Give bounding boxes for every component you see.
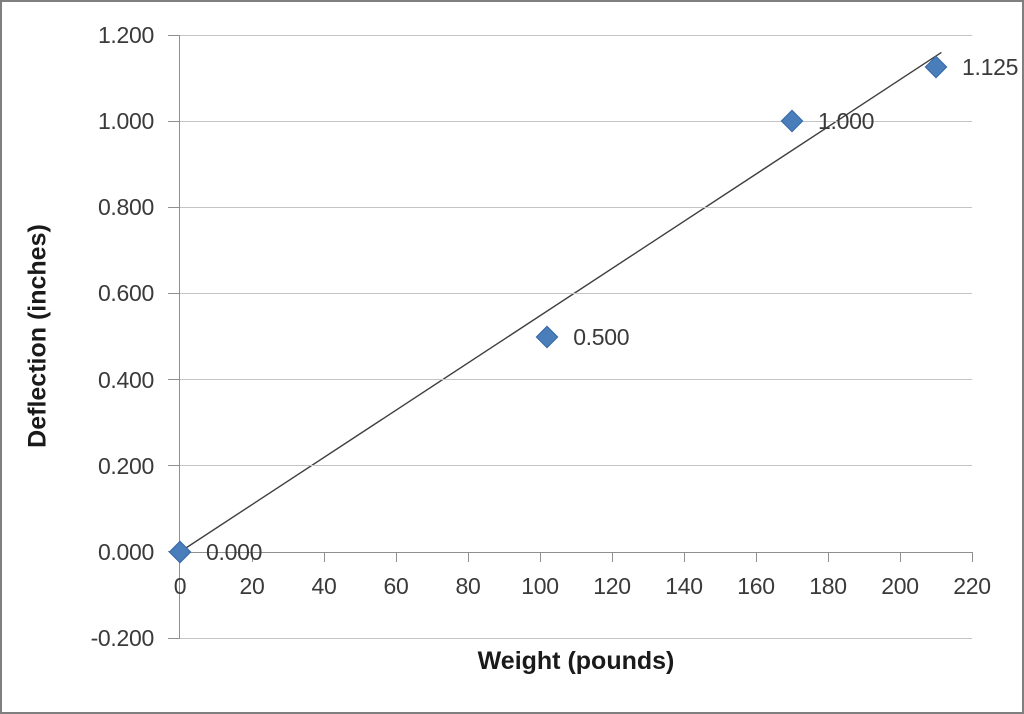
y-axis-tick xyxy=(168,465,180,467)
x-tick-label: 0 xyxy=(173,573,187,599)
x-tick-label: 200 xyxy=(881,573,919,599)
x-tick-label: 60 xyxy=(383,573,409,599)
data-point-label: 1.000 xyxy=(818,108,875,135)
y-tick-label: -0.200 xyxy=(90,625,155,651)
data-point-label: 0.000 xyxy=(206,538,263,565)
y-axis-tick xyxy=(168,34,180,36)
x-tick-label: 40 xyxy=(311,573,337,599)
y-axis-tick xyxy=(168,120,180,122)
x-tick-label: 220 xyxy=(953,573,991,599)
y-axis-line xyxy=(179,35,180,639)
x-tick-label: 140 xyxy=(665,573,703,599)
y-axis-tick xyxy=(168,637,180,639)
data-point-label: 1.125 xyxy=(962,54,1019,81)
y-tick-label: 0.000 xyxy=(97,538,154,565)
y-axis-tick xyxy=(168,206,180,208)
data-point-label: 0.500 xyxy=(573,323,630,350)
y-gridline xyxy=(180,637,972,639)
x-tick-label: 100 xyxy=(521,573,559,599)
x-axis-tick xyxy=(683,552,685,562)
x-axis-tick xyxy=(251,552,253,562)
y-gridline xyxy=(180,465,972,467)
y-tick-label: 1.000 xyxy=(97,108,154,135)
x-axis-tick xyxy=(323,552,325,562)
x-axis-tick xyxy=(395,552,397,562)
y-axis-tick xyxy=(168,379,180,381)
x-axis-tick xyxy=(539,552,541,562)
y-gridline xyxy=(180,120,972,122)
x-tick-label: 80 xyxy=(455,573,481,599)
y-tick-label: 0.800 xyxy=(97,194,154,221)
y-gridline xyxy=(180,206,972,208)
x-axis-tick xyxy=(827,552,829,562)
y-tick-label: 0.600 xyxy=(97,280,154,307)
x-axis-tick xyxy=(755,552,757,562)
x-tick-label: 120 xyxy=(593,573,631,599)
x-tick-label: 160 xyxy=(737,573,775,599)
y-axis-title: Deflection (inches) xyxy=(23,224,52,448)
y-tick-label: 1.200 xyxy=(97,22,154,48)
x-axis-tick xyxy=(611,552,613,562)
plot-area xyxy=(179,35,972,638)
y-gridline xyxy=(180,379,972,381)
trendline xyxy=(179,51,942,553)
y-axis-tick xyxy=(168,292,180,294)
y-gridline xyxy=(180,292,972,294)
x-tick-label: 20 xyxy=(239,573,265,599)
x-axis-tick xyxy=(899,552,901,562)
x-axis-tick xyxy=(971,552,973,562)
x-tick-label: 180 xyxy=(809,573,847,599)
y-gridline xyxy=(180,34,972,36)
x-axis-tick xyxy=(467,552,469,562)
y-tick-label: 0.400 xyxy=(97,366,154,393)
x-axis-line xyxy=(180,552,973,553)
x-axis-title: Weight (pounds) xyxy=(477,647,675,675)
y-tick-label: 0.200 xyxy=(97,452,154,479)
